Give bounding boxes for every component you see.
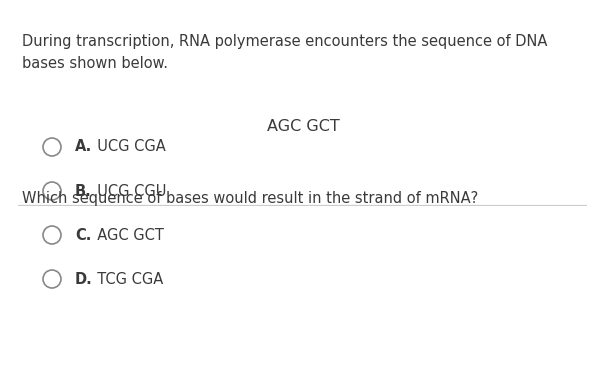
Text: D.: D.	[75, 272, 93, 287]
Text: During transcription, RNA polymerase encounters the sequence of DNA
bases shown : During transcription, RNA polymerase enc…	[22, 34, 548, 70]
Text: UCG CGA: UCG CGA	[88, 140, 166, 154]
Text: Which sequence of bases would result in the strand of mRNA?: Which sequence of bases would result in …	[22, 191, 478, 206]
Text: UCG CGU: UCG CGU	[88, 184, 166, 198]
Text: AGC GCT: AGC GCT	[267, 119, 339, 134]
Text: A.: A.	[75, 140, 92, 154]
Text: TCG CGA: TCG CGA	[88, 272, 163, 287]
Text: B.: B.	[75, 184, 92, 198]
Text: C.: C.	[75, 228, 91, 242]
Text: AGC GCT: AGC GCT	[88, 228, 164, 242]
